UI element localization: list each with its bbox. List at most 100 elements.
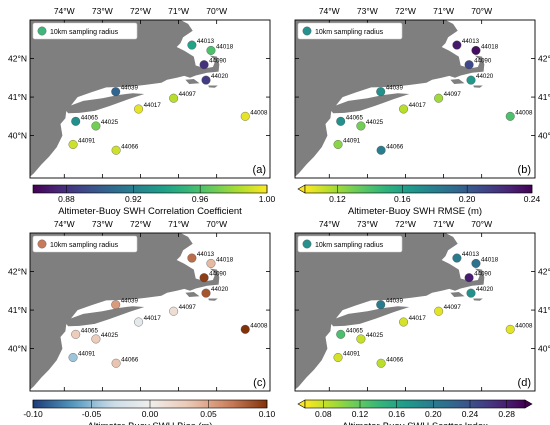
buoy-label-44013: 44013	[462, 251, 480, 258]
land	[30, 233, 220, 391]
buoy-marker-44091	[68, 352, 78, 362]
buoy-label-44091: 44091	[78, 137, 96, 144]
lon-tick-label: 71°W	[433, 219, 454, 229]
buoy-label-44091: 44091	[343, 350, 361, 357]
buoy-marker-44020	[466, 288, 476, 298]
buoy-label-44020: 44020	[211, 73, 229, 80]
lon-tick-label: 72°W	[395, 219, 416, 229]
colorbar-tick-label: 0.12	[352, 409, 369, 419]
buoy-label-44091: 44091	[343, 137, 361, 144]
buoy-label-44065: 44065	[346, 114, 364, 121]
lon-tick-label: 70°W	[471, 6, 492, 16]
mainland	[30, 233, 220, 391]
lat-tick-label: 41°N	[8, 305, 27, 315]
legend-label: 10km sampling radius	[50, 242, 119, 249]
buoy-label-44018: 44018	[481, 43, 499, 50]
colorbar: -0.10 -0.05 0.00 0.05 0.10 Altimeter-Buoy SWH…	[23, 399, 276, 425]
buoy-label-44090: 44090	[474, 58, 492, 65]
lon-tick-label: 70°W	[206, 219, 227, 229]
lat-tick-label: 40°N	[8, 131, 27, 141]
colorbar-tick-label: 0.24	[524, 194, 541, 204]
lon-tick-label: 71°W	[433, 6, 454, 16]
colorbar-tick-label: 0.16	[388, 409, 405, 419]
buoy-label-44065: 44065	[81, 327, 99, 334]
legend-box	[32, 22, 138, 40]
buoy-marker-44017	[399, 317, 409, 327]
buoy-marker-44039	[376, 300, 386, 310]
lat-tick-label: 42°N	[8, 267, 27, 277]
legend-box	[32, 235, 138, 253]
buoy-marker-44097	[434, 93, 444, 103]
map-panel-c: 74°W 73°W 72°W 71°W 70°W 42°N 41°N 40°N 10km sam…	[8, 219, 276, 425]
colorbar-title: Altimeter-Buoy SWH Scatter Index	[342, 421, 488, 425]
buoy-label-44039: 44039	[386, 298, 404, 305]
lon-tick-label: 72°W	[395, 6, 416, 16]
buoy-label-44017: 44017	[409, 102, 427, 109]
colorbar-extend-min	[297, 184, 306, 194]
lon-tick-label: 73°W	[357, 6, 378, 16]
legend: 10km sampling radius	[32, 22, 138, 40]
land	[30, 20, 220, 178]
map-panel-b: 74°W 73°W 72°W 71°W 70°W 42°N 41°N 40°N 10km sam…	[294, 6, 550, 217]
colorbar-title: Altimeter-Buoy SWH RMSE (m)	[348, 206, 482, 217]
colorbar-bar	[304, 184, 533, 194]
lat-tick-label: 41°N	[538, 92, 550, 102]
land	[295, 233, 485, 391]
colorbar-title: Altimeter-Buoy SWH Bias (m)	[87, 421, 212, 425]
buoy-label-44008: 44008	[250, 109, 268, 116]
colorbar-extend-max	[524, 399, 533, 409]
buoy-label-44065: 44065	[346, 327, 364, 334]
colorbar-tick-label: 0.10	[259, 409, 276, 419]
buoy-marker-44039	[376, 87, 386, 97]
legend-label: 10km sampling radius	[315, 29, 384, 36]
legend-label: 10km sampling radius	[315, 242, 384, 249]
buoy-marker-44020	[201, 75, 211, 85]
buoy-label-44090: 44090	[474, 271, 492, 278]
lon-tick-label: 70°W	[471, 219, 492, 229]
buoy-label-44017: 44017	[144, 102, 162, 109]
buoy-marker-44018	[206, 45, 216, 55]
buoy-marker-44020	[466, 75, 476, 85]
colorbar-extend-min	[297, 399, 306, 409]
lon-tick-label: 74°W	[319, 6, 340, 16]
buoy-label-44066: 44066	[121, 356, 139, 363]
long-island	[329, 93, 410, 114]
map-panel-a: 74°W 73°W 72°W 71°W 70°W 42°N 41°N 40°N 10km sam…	[8, 6, 276, 217]
buoy-label-44066: 44066	[386, 356, 404, 363]
buoy-label-44018: 44018	[481, 256, 499, 263]
lat-tick-label: 42°N	[8, 54, 27, 64]
buoy-marker-44091	[333, 139, 343, 149]
colorbar: 0.12 0.16 0.20 0.24 Altimeter-Buoy SWH RMSE …	[297, 184, 541, 217]
lat-tick-label: 41°N	[8, 92, 27, 102]
buoy-label-44039: 44039	[121, 85, 139, 92]
buoy-label-44018: 44018	[216, 43, 234, 50]
marthas-vineyard	[450, 292, 465, 297]
nantucket	[473, 85, 483, 88]
buoy-label-44020: 44020	[211, 286, 229, 293]
buoy-label-44017: 44017	[144, 315, 162, 322]
buoy-label-44091: 44091	[78, 350, 96, 357]
panel-label: (d)	[518, 377, 531, 389]
buoy-marker-44097	[169, 93, 179, 103]
buoy-marker-44065	[336, 116, 346, 126]
buoy-marker-44065	[336, 329, 346, 339]
land	[295, 20, 485, 178]
buoy-marker-44066	[376, 358, 386, 368]
buoy-marker-44018	[206, 258, 216, 268]
map-frame	[29, 232, 271, 392]
panel-label: (c)	[253, 377, 266, 389]
colorbar-bar	[304, 399, 526, 409]
nantucket	[208, 298, 218, 301]
buoy-label-44018: 44018	[216, 256, 234, 263]
colorbar-tick-label: 0.20	[425, 409, 442, 419]
buoy-label-44039: 44039	[386, 85, 404, 92]
buoy-label-44008: 44008	[515, 109, 533, 116]
buoy-marker-44013	[187, 40, 197, 50]
buoy-marker-44025	[356, 121, 366, 131]
buoy-label-44013: 44013	[197, 38, 215, 45]
map-frame	[29, 19, 271, 179]
mainland	[295, 233, 485, 391]
long-island	[329, 306, 410, 327]
buoy-marker-44018	[471, 45, 481, 55]
lon-tick-label: 74°W	[319, 219, 340, 229]
